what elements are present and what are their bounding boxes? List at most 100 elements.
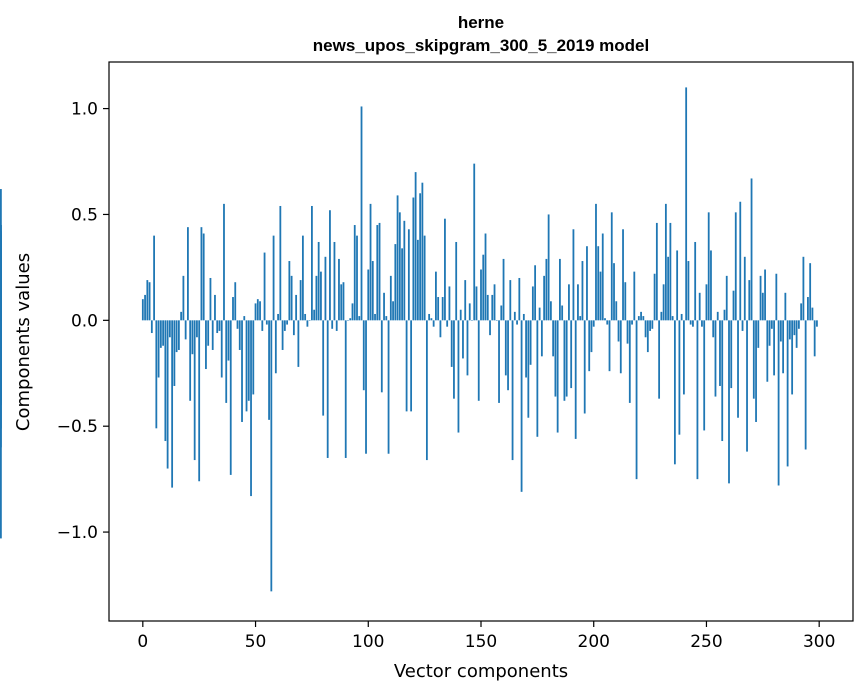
bar [216, 320, 219, 334]
bar [793, 320, 796, 336]
bar [292, 320, 295, 336]
chart-title: herne [458, 13, 504, 32]
bar [811, 307, 814, 321]
bar [667, 256, 670, 321]
bar [171, 320, 174, 488]
bar [173, 320, 176, 386]
bar [187, 227, 189, 321]
bar [202, 233, 205, 321]
bar [572, 229, 575, 321]
bar [286, 320, 289, 325]
bar [797, 320, 800, 329]
bar [529, 320, 532, 365]
bar [421, 182, 424, 321]
bar [471, 320, 473, 321]
x-tick-label: 300 [803, 632, 835, 652]
y-tick-label: 0.0 [71, 311, 98, 331]
bar [592, 320, 595, 327]
bar [766, 320, 769, 382]
bar [498, 320, 500, 403]
bar [601, 233, 604, 321]
bar [579, 316, 582, 321]
bar [685, 87, 688, 321]
bar [513, 311, 516, 321]
bar [761, 292, 764, 321]
bar [166, 320, 169, 469]
bar [509, 280, 512, 321]
bar [748, 280, 751, 321]
bar [511, 320, 514, 461]
bar [725, 275, 728, 321]
bar [649, 320, 651, 331]
bar [164, 320, 167, 442]
bar [721, 320, 724, 442]
chart-subtitle: news_upos_skipgram_300_5_2019 model [313, 36, 649, 55]
bar [770, 320, 773, 329]
bar [184, 320, 187, 340]
bar [752, 320, 755, 399]
bar [741, 320, 744, 331]
bar [279, 205, 282, 321]
bar [757, 320, 760, 348]
bar [739, 201, 742, 321]
bar [326, 320, 329, 458]
bar [349, 318, 352, 321]
bar [590, 320, 593, 353]
bar [791, 320, 794, 395]
bar [477, 320, 480, 401]
bar [148, 282, 151, 321]
bar [491, 294, 494, 321]
x-tick-label: 0 [137, 632, 148, 652]
bar [671, 316, 674, 321]
bar [782, 320, 785, 374]
bar [568, 284, 570, 321]
bar [234, 282, 237, 321]
bar [218, 320, 221, 331]
bar [376, 225, 379, 321]
bar [410, 320, 413, 412]
bar [552, 320, 555, 357]
bar [306, 320, 309, 327]
bar [534, 265, 537, 321]
bar [804, 320, 807, 450]
bar [696, 320, 699, 480]
bar [320, 271, 322, 321]
bar [464, 280, 467, 321]
bar [308, 320, 311, 321]
bar [322, 320, 325, 416]
bar [198, 320, 201, 482]
bar [775, 273, 778, 321]
bar [459, 309, 462, 321]
bar [710, 250, 712, 321]
bar [712, 320, 715, 338]
bar [473, 163, 476, 321]
bar [389, 275, 392, 321]
bar [241, 320, 243, 422]
bar [340, 284, 343, 321]
bar [371, 261, 374, 321]
bar [482, 254, 485, 321]
bar [347, 320, 349, 321]
bar [489, 320, 491, 336]
bar [329, 210, 331, 321]
bar [387, 320, 390, 454]
bar [655, 222, 658, 321]
bar [416, 239, 419, 321]
bar [403, 220, 406, 321]
bar [504, 320, 507, 376]
bar [214, 294, 216, 321]
bar [301, 235, 304, 321]
bar [453, 320, 455, 399]
bar [707, 212, 710, 321]
bar [209, 277, 212, 321]
bar [669, 222, 672, 321]
bar [283, 320, 286, 331]
x-tick-label: 250 [690, 632, 722, 652]
bar [238, 320, 241, 350]
bar [365, 320, 367, 454]
bar [716, 311, 719, 321]
bar [159, 320, 162, 348]
bar [613, 263, 615, 321]
bar [678, 320, 681, 435]
bar [141, 299, 144, 321]
